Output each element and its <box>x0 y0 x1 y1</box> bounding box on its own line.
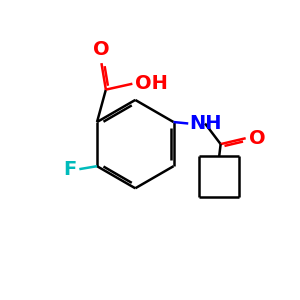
Text: O: O <box>249 129 266 148</box>
Text: F: F <box>63 160 76 178</box>
Text: NH: NH <box>190 114 222 133</box>
Text: O: O <box>93 40 110 59</box>
Text: OH: OH <box>135 74 168 93</box>
